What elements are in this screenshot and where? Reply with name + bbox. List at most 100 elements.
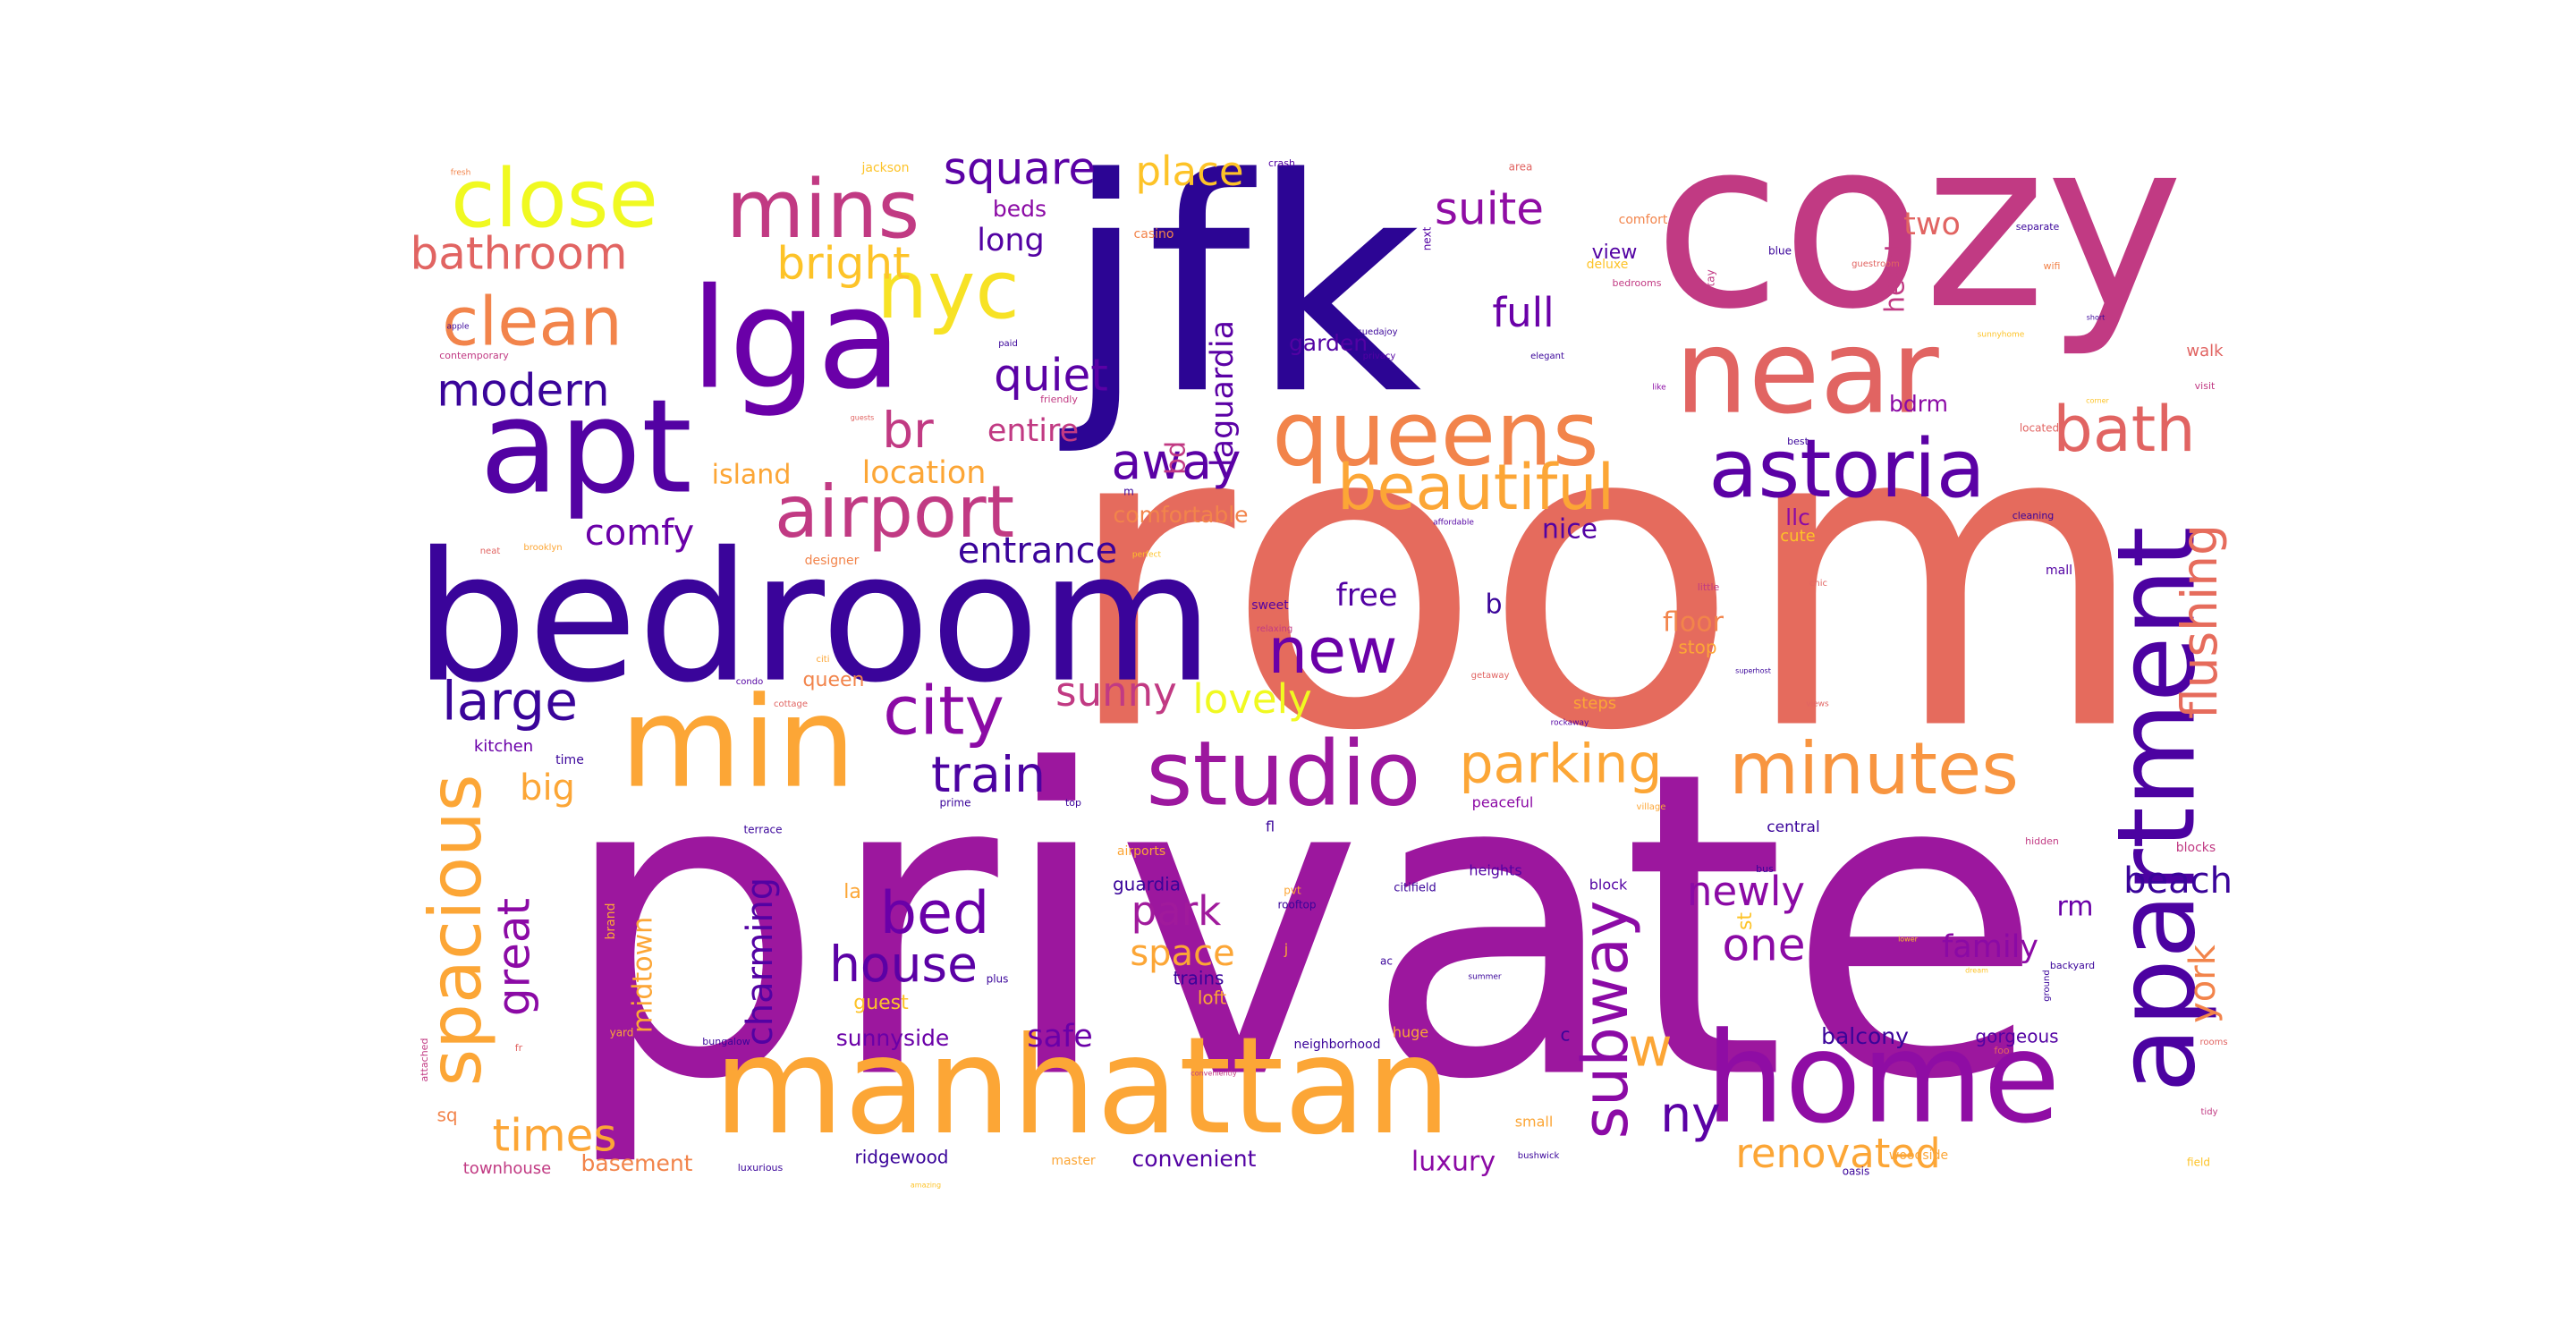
- word-nice: nice: [1542, 514, 1597, 546]
- word-bed: bed: [880, 880, 990, 947]
- word-bd: bd: [1161, 441, 1192, 475]
- word-paid: paid: [998, 339, 1018, 349]
- word-next: next: [1421, 226, 1434, 250]
- word-sunnyhome: sunnyhome: [1978, 331, 2025, 340]
- word-fresh: fresh: [451, 169, 471, 178]
- word-york: york: [2182, 944, 2224, 1023]
- word-two: two: [1903, 207, 1961, 242]
- word-blocks: blocks: [2176, 841, 2216, 855]
- word-master: master: [1051, 1154, 1096, 1168]
- word-cottage: cottage: [774, 699, 808, 709]
- word-village: village: [1637, 802, 1666, 812]
- word-large: large: [442, 671, 578, 733]
- word-family: family: [1942, 929, 2038, 965]
- word-corner: corner: [2086, 397, 2109, 405]
- word-mins: mins: [726, 163, 920, 257]
- word-view: view: [1592, 242, 1638, 264]
- word-br: br: [882, 402, 934, 459]
- word-min: min: [620, 671, 856, 817]
- word-dream: dream: [1965, 967, 1988, 975]
- word-sunnyside: sunnyside: [836, 1025, 950, 1051]
- word-apt: apt: [479, 372, 692, 523]
- word-apple: apple: [447, 323, 470, 332]
- word-airport: airport: [775, 470, 1014, 554]
- word-beach: beach: [2123, 860, 2233, 902]
- word-b: b: [1485, 589, 1502, 621]
- word-bus: bus: [1756, 863, 1774, 875]
- word-nyc: nyc: [877, 243, 1020, 337]
- word-away: away: [1112, 433, 1241, 490]
- word-backyard: backyard: [2050, 960, 2095, 971]
- word-sweet: sweet: [1251, 598, 1289, 613]
- word-ground: ground: [2042, 970, 2052, 1001]
- word-time: time: [555, 753, 584, 767]
- word-quiet: quiet: [994, 350, 1108, 402]
- word-contemporary: contemporary: [439, 350, 509, 361]
- word-convenient: convenient: [1132, 1146, 1257, 1172]
- word-terrace: terrace: [743, 824, 782, 836]
- word-subway: subway: [1569, 901, 1642, 1140]
- word-entrance: entrance: [958, 530, 1118, 572]
- word-trains: trains: [1174, 968, 1224, 989]
- word-cozy: cozy: [1654, 90, 2183, 360]
- word-newly: newly: [1687, 868, 1805, 915]
- word-heart: heart: [1880, 242, 1911, 313]
- word-guest: guest: [853, 992, 909, 1014]
- word-comfort: comfort: [1619, 213, 1668, 227]
- word-townhouse: townhouse: [463, 1159, 551, 1178]
- word-mall: mall: [2046, 564, 2072, 578]
- word-ridgewood: ridgewood: [855, 1147, 949, 1168]
- word-private: private: [558, 682, 2045, 1172]
- word-garden: garden: [1289, 330, 1368, 356]
- word-manhattan: manhattan: [714, 1009, 1452, 1165]
- word-plus: plus: [987, 973, 1009, 986]
- word-area: area: [1509, 161, 1533, 174]
- word-j: j: [1284, 941, 1288, 958]
- word-modern: modern: [436, 365, 609, 417]
- word-comfy: comfy: [585, 513, 694, 554]
- word-laguardia: laguardia: [1205, 320, 1241, 467]
- word-affordable: affordable: [1433, 519, 1474, 528]
- word-bathroom: bathroom: [410, 228, 627, 280]
- word-guestroom: guestroom: [1852, 259, 1900, 269]
- word-free: free: [1335, 578, 1397, 614]
- word-luxurious: luxurious: [738, 1162, 784, 1174]
- word-bungalow: bungalow: [702, 1036, 750, 1047]
- word-suedajoy: suedajoy: [1358, 327, 1398, 337]
- word-small: small: [1515, 1114, 1554, 1131]
- word-foo: foo: [1994, 1045, 2010, 1056]
- word-long: long: [977, 223, 1045, 258]
- word-prime: prime: [940, 797, 971, 809]
- word-top: top: [1065, 797, 1081, 809]
- word-full: full: [1492, 289, 1554, 336]
- word-relaxing: relaxing: [1257, 624, 1292, 634]
- word-jfk: jfk: [1055, 115, 1421, 459]
- word-balcony: balcony: [1821, 1023, 1909, 1049]
- word-oasis: oasis: [1843, 1165, 1870, 1178]
- word-clean: clean: [442, 283, 623, 361]
- word-home: home: [1706, 1006, 2061, 1152]
- word-queen: queen: [803, 669, 865, 691]
- word-one: one: [1722, 919, 1805, 971]
- word-ac: ac: [1380, 955, 1393, 968]
- word-separate: separate: [2016, 221, 2060, 233]
- word-blue: blue: [1768, 245, 1792, 258]
- word-conveniently: conveniently: [1191, 1070, 1237, 1078]
- word-yard: yard: [610, 1027, 634, 1039]
- word-big: big: [520, 767, 575, 809]
- word-rooftop: rooftop: [1277, 899, 1316, 911]
- word-cute: cute: [1780, 527, 1815, 546]
- word-casino: casino: [1134, 227, 1174, 242]
- word-central: central: [1767, 818, 1819, 836]
- word-fl: fl: [1266, 818, 1275, 835]
- word-getaway: getaway: [1471, 671, 1510, 681]
- word-crash: crash: [1268, 157, 1295, 169]
- word-citifield: citifield: [1394, 882, 1436, 895]
- word-walk: walk: [2186, 342, 2224, 360]
- word-flushing: flushing: [2171, 524, 2228, 719]
- word-bedrooms: bedrooms: [1613, 277, 1662, 289]
- word-location: location: [862, 455, 987, 491]
- word-cleaning: cleaning: [2012, 510, 2055, 521]
